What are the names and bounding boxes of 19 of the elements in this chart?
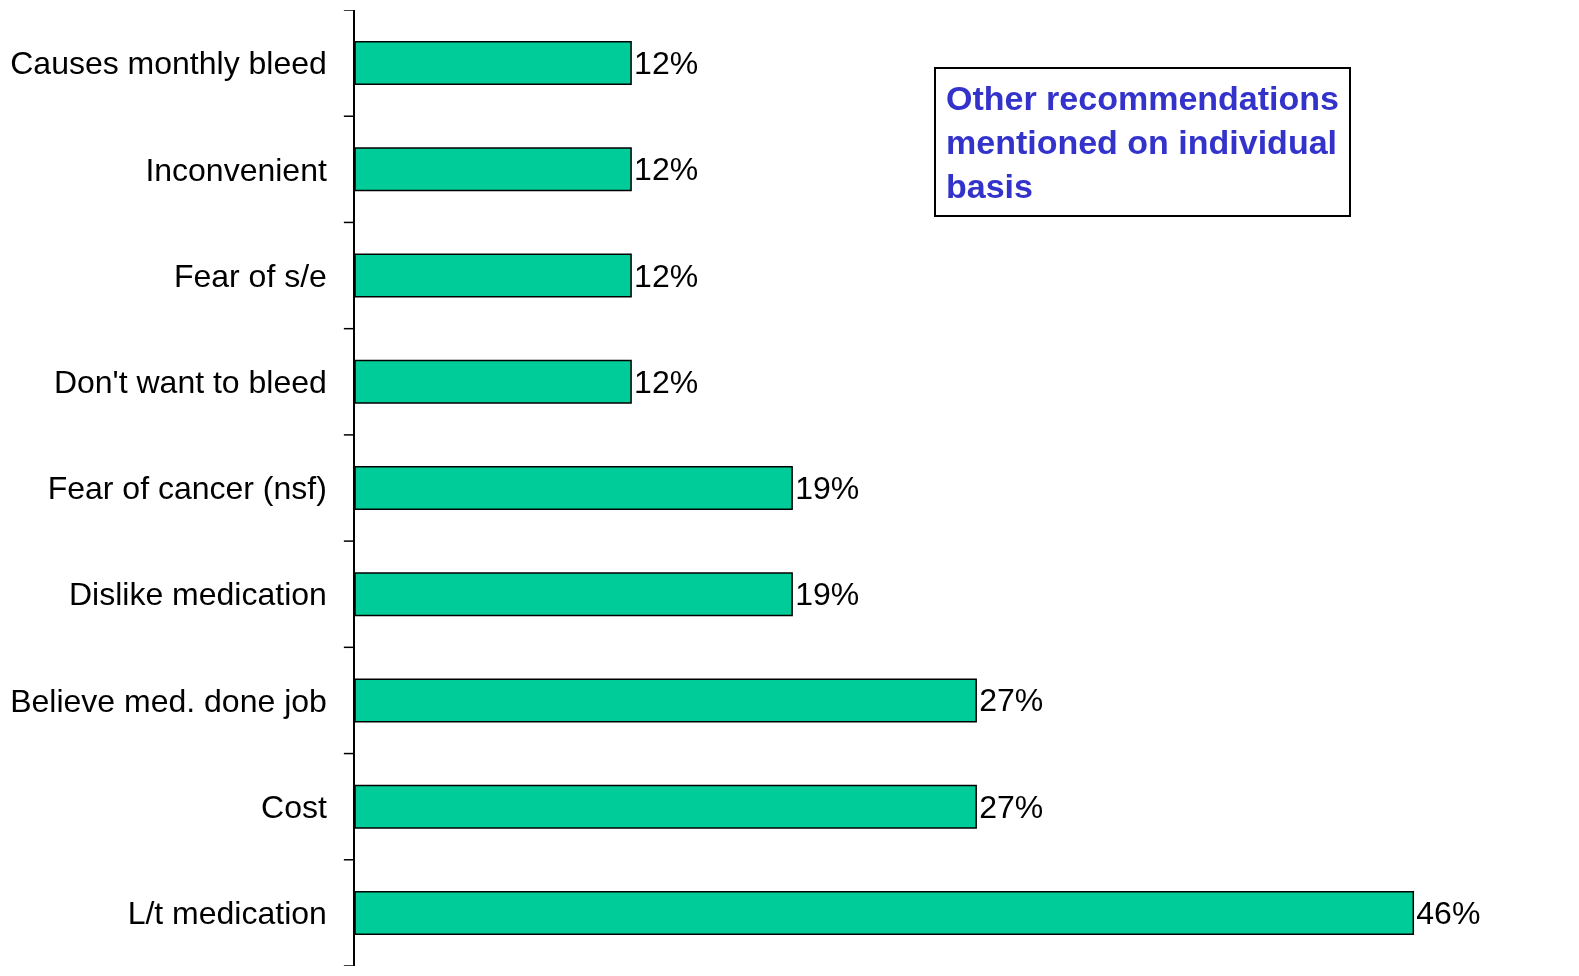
- y-tick-label: Don't want to bleed: [53, 363, 327, 400]
- data-label: 12%: [634, 257, 699, 294]
- y-tick-label: Believe med. done job: [10, 682, 327, 719]
- data-label: 19%: [795, 470, 860, 506]
- y-tick-label: Fear of cancer (nsf): [47, 470, 327, 507]
- data-label: 12%: [634, 363, 699, 400]
- data-label: 27%: [979, 682, 1044, 719]
- data-label: 19%: [795, 576, 860, 613]
- y-tick-label: L/t medication: [127, 895, 327, 932]
- annotation: Other recommendations mentioned on individual basis: [946, 79, 1339, 206]
- y-tick-label: Fear of s/e: [173, 257, 327, 294]
- y-tick-label: Inconvenient: [145, 151, 327, 188]
- y-tick-label: Causes monthly bleed: [10, 45, 327, 82]
- data-label: 12%: [634, 45, 699, 82]
- data-label: 46%: [1416, 894, 1481, 931]
- y-tick-label: Dislike medication: [68, 576, 327, 613]
- data-label: 27%: [979, 788, 1044, 825]
- data-label: 12%: [634, 151, 699, 188]
- y-tick-label: Cost: [261, 788, 327, 825]
